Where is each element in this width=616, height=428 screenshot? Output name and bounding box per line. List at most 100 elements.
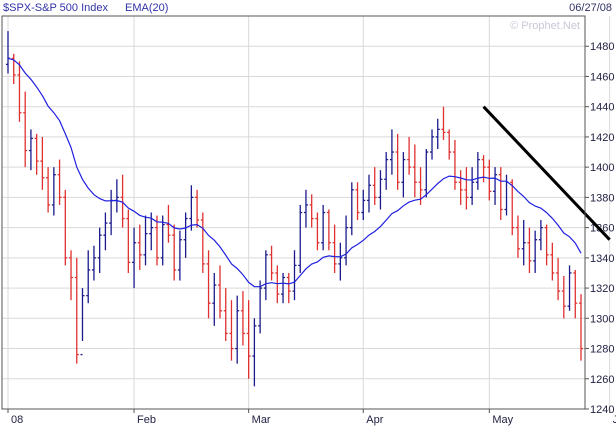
price-bar (28, 129, 33, 171)
y-tick-label: 1320 (590, 283, 614, 295)
y-tick-label: 1240 (590, 404, 614, 416)
price-bar (435, 118, 440, 150)
price-bar (481, 155, 486, 183)
price-bar (430, 129, 435, 160)
x-tick-label: Jun (613, 414, 616, 426)
price-bar (355, 182, 360, 221)
price-bar (11, 53, 16, 85)
price-bar (309, 194, 314, 228)
price-bar (240, 291, 245, 346)
price-bar (527, 227, 532, 273)
price-bar (63, 189, 68, 266)
price-bar (69, 250, 74, 301)
x-tick-label: May (492, 414, 513, 426)
y-tick-label: 1280 (590, 344, 614, 356)
price-bar (344, 215, 349, 266)
x-tick-label: Feb (137, 414, 156, 426)
y-tick-label: 1380 (590, 192, 614, 204)
watermark-text: © Prophet.Net (510, 20, 580, 32)
price-bar (378, 170, 383, 210)
y-tick-label: 1440 (590, 102, 614, 114)
price-bar (447, 129, 452, 160)
y-tick-label: 1420 (590, 132, 614, 144)
price-bar (57, 159, 62, 205)
price-bar (533, 230, 538, 273)
price-bar (23, 91, 28, 168)
price-bar (561, 275, 566, 319)
price-bar (200, 212, 205, 273)
tick-labels: 1240126012801300132013401360138014001420… (7, 41, 616, 426)
price-bar (235, 295, 240, 364)
price-bar (470, 167, 475, 205)
price-bar (464, 167, 469, 210)
x-tick-label: Apr (366, 414, 383, 426)
price-bar (349, 182, 354, 236)
price-bar (384, 152, 389, 190)
price-bar (143, 215, 148, 266)
price-bar (40, 136, 45, 190)
price-bar (103, 212, 108, 251)
trend-layer (482, 105, 611, 241)
price-bar (17, 61, 22, 122)
price-bar (281, 272, 286, 304)
price-bar (51, 167, 56, 216)
price-bars (6, 31, 583, 387)
price-bar (91, 245, 96, 281)
price-bar (579, 294, 583, 361)
price-bar (263, 250, 268, 301)
price-bar (298, 204, 303, 273)
price-bar (498, 167, 503, 221)
y-tick-label: 1460 (590, 71, 614, 83)
price-bar (86, 250, 91, 304)
price-bar (567, 265, 572, 311)
price-bar (424, 149, 429, 198)
x-tick-label: 08 (11, 414, 23, 426)
price-bar (126, 209, 131, 273)
price-bar (189, 185, 194, 231)
price-bar (401, 152, 406, 198)
price-bar (154, 215, 159, 266)
y-tick-label: 1260 (590, 374, 614, 386)
price-bar (412, 144, 417, 198)
price-bar (321, 204, 326, 251)
chart-title: $SPX-S&P 500 Index (3, 2, 108, 14)
price-bar (389, 129, 394, 175)
price-bar (550, 242, 555, 281)
price-bar (515, 215, 520, 258)
price-bar (269, 245, 274, 281)
indicator-label: EMA(20) (125, 2, 168, 14)
price-bar (544, 224, 549, 266)
price-bar (556, 257, 561, 301)
price-bar (452, 139, 457, 190)
price-bar (172, 224, 177, 281)
price-bar (510, 179, 515, 236)
price-bar (395, 133, 400, 190)
price-bar (246, 300, 251, 379)
price-bar (361, 189, 366, 221)
price-bar (97, 227, 102, 273)
price-bar (292, 250, 297, 301)
price-bar (252, 318, 257, 387)
price-bar (183, 212, 188, 258)
price-bar (80, 288, 85, 356)
price-bar (475, 152, 480, 190)
price-bar (160, 215, 165, 266)
price-bar (372, 167, 377, 205)
ema-layer (7, 57, 582, 288)
price-bar (303, 189, 308, 228)
price-bar (332, 224, 337, 273)
price-bar (34, 133, 39, 175)
x-tick-label: Mar (252, 414, 271, 426)
price-bar (177, 230, 182, 281)
price-bar (407, 136, 412, 175)
trendline (482, 105, 611, 241)
price-bar (206, 250, 211, 319)
price-bar (120, 174, 125, 228)
y-tick-label: 1300 (590, 313, 614, 325)
price-bar (229, 300, 234, 361)
price-bar (521, 220, 526, 266)
y-tick-label: 1340 (590, 253, 614, 265)
price-bar (487, 159, 492, 201)
